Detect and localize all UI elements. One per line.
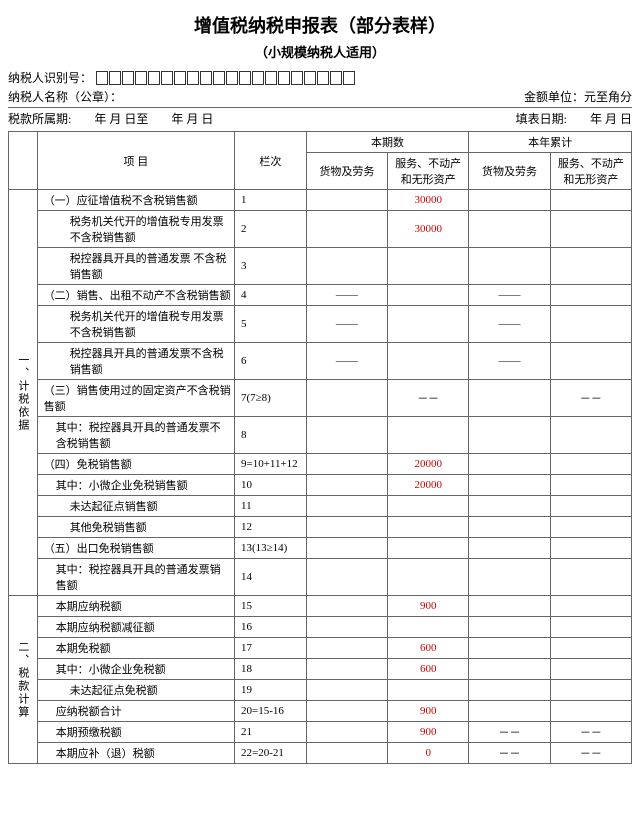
table-row: 其中：税控器具开具的普通发票不含税销售额8 bbox=[9, 417, 632, 454]
item-cell: 应纳税额合计 bbox=[37, 701, 234, 722]
table-row: 其中：小微企业免税额18600 bbox=[9, 659, 632, 680]
item-cell: 未达起征点免税额 bbox=[37, 680, 234, 701]
taxpayer-name-row: 纳税人名称（公章）： 金额单位：元至角分 bbox=[8, 88, 632, 105]
col-services-2: 服务、不动产和无形资产 bbox=[550, 153, 631, 190]
section-1-label: 一、计税依据 bbox=[9, 190, 38, 596]
form-subtitle: （小规模纳税人适用） bbox=[8, 42, 632, 61]
table-row: 应纳税额合计20=15-16900 bbox=[9, 701, 632, 722]
item-cell: 其中：小微企业免税销售额 bbox=[37, 475, 234, 496]
item-cell: 本期应纳税额减征额 bbox=[37, 617, 234, 638]
item-cell: 税控器具开具的普通发票 不含税销售额 bbox=[37, 248, 234, 285]
table-row: （二）销售、出租不动产不含税销售额4———— bbox=[9, 285, 632, 306]
table-row: 一、计税依据（一）应征增值税不含税销售额130000 bbox=[9, 190, 632, 211]
table-row: 其中：税控器具开具的普通发票销售额14 bbox=[9, 559, 632, 596]
period-block: 税款所属期: 年 月 日至 年 月 日 bbox=[8, 110, 213, 127]
col-goods-1: 货物及劳务 bbox=[306, 153, 387, 190]
tax-form-table: 项 目 栏次 本期数 本年累计 货物及劳务 服务、不动产和无形资产 货物及劳务 … bbox=[8, 131, 632, 764]
item-cell: 其中：小微企业免税额 bbox=[37, 659, 234, 680]
item-cell: （一）应征增值税不含税销售额 bbox=[37, 190, 234, 211]
col-current: 本期数 bbox=[306, 132, 469, 153]
table-row: 税务机关代开的增值税专用发票不含税销售额5———— bbox=[9, 306, 632, 343]
taxpayer-id-label: 纳税人识别号： bbox=[8, 69, 92, 86]
section-2-label: 二、税款计算 bbox=[9, 596, 38, 764]
period-label: 税款所属期: bbox=[8, 112, 71, 126]
table-row: 税控器具开具的普通发票不含税销售额6———— bbox=[9, 343, 632, 380]
col-goods-2: 货物及劳务 bbox=[469, 153, 550, 190]
col-services-1: 服务、不动产和无形资产 bbox=[388, 153, 469, 190]
item-cell: 本期应补（退）税额 bbox=[37, 743, 234, 764]
period-from: 年 月 日至 bbox=[94, 112, 148, 126]
table-row: 未达起征点免税额19 bbox=[9, 680, 632, 701]
table-row: 未达起征点销售额11 bbox=[9, 496, 632, 517]
fill-date-block: 填表日期: 年 月 日 bbox=[516, 110, 632, 127]
item-cell: 未达起征点销售额 bbox=[37, 496, 234, 517]
item-cell: 本期预缴税额 bbox=[37, 722, 234, 743]
col-lanci: 栏次 bbox=[234, 132, 306, 190]
taxpayer-id-boxes bbox=[96, 71, 356, 85]
item-cell: 其中：税控器具开具的普通发票不含税销售额 bbox=[37, 417, 234, 454]
item-cell: 本期应纳税额 bbox=[37, 596, 234, 617]
table-row: 本期免税额17600 bbox=[9, 638, 632, 659]
table-row: 二、税款计算本期应纳税额15900 bbox=[9, 596, 632, 617]
item-cell: （三）销售使用过的固定资产不含税销售额 bbox=[37, 380, 234, 417]
period-row: 税款所属期: 年 月 日至 年 月 日 填表日期: 年 月 日 bbox=[8, 107, 632, 127]
table-row: 其他免税销售额12 bbox=[9, 517, 632, 538]
table-row: 税务机关代开的增值税专用发票不含税销售额230000 bbox=[9, 211, 632, 248]
item-cell: 税控器具开具的普通发票不含税销售额 bbox=[37, 343, 234, 380]
item-cell: 本期免税额 bbox=[37, 638, 234, 659]
table-row: （三）销售使用过的固定资产不含税销售额7(7≥8)－－－－ bbox=[9, 380, 632, 417]
item-cell: 其中：税控器具开具的普通发票销售额 bbox=[37, 559, 234, 596]
fill-date: 年 月 日 bbox=[590, 112, 632, 126]
table-row: 本期预缴税额21900－－－－ bbox=[9, 722, 632, 743]
table-row: 其中：小微企业免税销售额1020000 bbox=[9, 475, 632, 496]
item-cell: （四）免税销售额 bbox=[37, 454, 234, 475]
period-to: 年 月 日 bbox=[171, 112, 213, 126]
col-item: 项 目 bbox=[37, 132, 234, 190]
taxpayer-id-row: 纳税人识别号： bbox=[8, 69, 632, 86]
table-row: 税控器具开具的普通发票 不含税销售额3 bbox=[9, 248, 632, 285]
col-ytd: 本年累计 bbox=[469, 132, 632, 153]
item-cell: （二）销售、出租不动产不含税销售额 bbox=[37, 285, 234, 306]
item-cell: （五）出口免税销售额 bbox=[37, 538, 234, 559]
table-row: （四）免税销售额9=10+11+1220000 bbox=[9, 454, 632, 475]
form-title: 增值税纳税申报表（部分表样） bbox=[8, 12, 632, 38]
table-row: 本期应补（退）税额22=20-210－－－－ bbox=[9, 743, 632, 764]
table-row: 本期应纳税额减征额16 bbox=[9, 617, 632, 638]
fill-date-label: 填表日期: bbox=[516, 112, 567, 126]
taxpayer-name-label: 纳税人名称（公章）： bbox=[8, 88, 122, 105]
amount-unit-label: 金额单位：元至角分 bbox=[524, 88, 632, 105]
item-cell: 税务机关代开的增值税专用发票不含税销售额 bbox=[37, 306, 234, 343]
table-row: （五）出口免税销售额13(13≥14) bbox=[9, 538, 632, 559]
item-cell: 其他免税销售额 bbox=[37, 517, 234, 538]
item-cell: 税务机关代开的增值税专用发票不含税销售额 bbox=[37, 211, 234, 248]
